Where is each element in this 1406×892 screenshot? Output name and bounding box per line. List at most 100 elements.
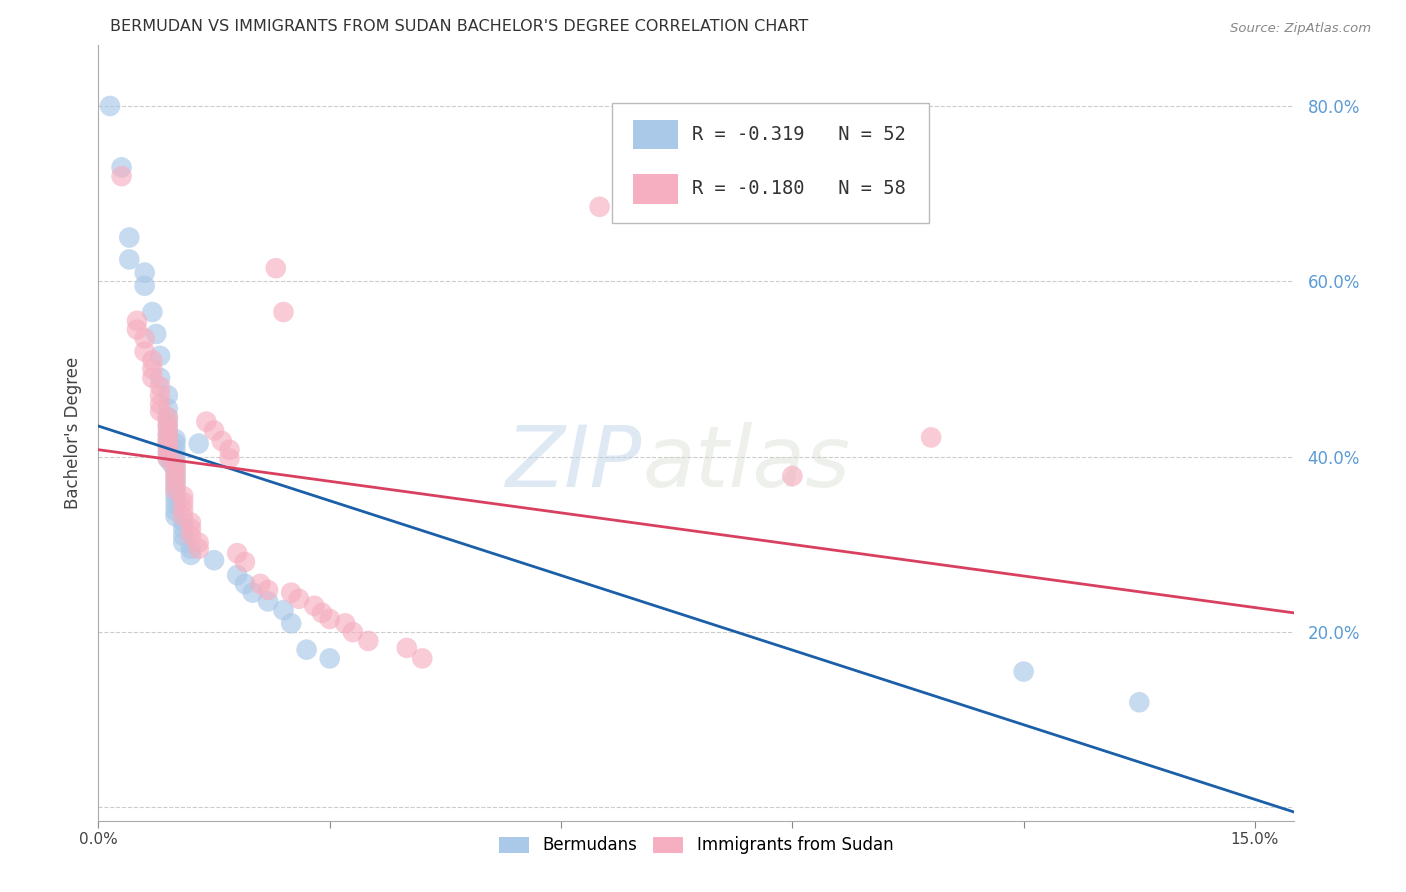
Point [233, 577, 256, 591]
Point [588, 200, 610, 214]
Point [249, 577, 271, 591]
Point [172, 509, 194, 524]
Point [149, 404, 172, 418]
Point [211, 434, 233, 448]
Point [125, 322, 148, 336]
Point [782, 469, 804, 483]
Bar [633, 120, 678, 149]
Point [319, 651, 342, 665]
Point [149, 379, 172, 393]
Point [180, 548, 202, 562]
Point [357, 633, 380, 648]
Point [304, 599, 326, 613]
Text: ZIP: ZIP [506, 422, 643, 505]
Point [288, 591, 311, 606]
Point [280, 585, 302, 599]
Point [149, 388, 172, 402]
Point [118, 252, 141, 267]
Point [134, 266, 156, 280]
Point [226, 568, 249, 582]
Point [156, 388, 179, 402]
Point [172, 502, 194, 516]
Point [187, 541, 209, 556]
Point [311, 606, 333, 620]
Point [172, 535, 194, 549]
Point [280, 616, 302, 631]
Point [257, 582, 280, 597]
Point [172, 489, 194, 503]
Point [110, 169, 132, 183]
Point [165, 504, 187, 518]
Point [180, 541, 202, 556]
Point [1012, 665, 1035, 679]
Point [187, 535, 209, 549]
Legend: Bermudans, Immigrants from Sudan: Bermudans, Immigrants from Sudan [491, 828, 901, 863]
Point [202, 553, 225, 567]
Point [156, 439, 179, 453]
Point [342, 625, 364, 640]
Text: R = -0.319   N = 52: R = -0.319 N = 52 [692, 125, 905, 145]
Point [141, 305, 163, 319]
Point [160, 457, 183, 471]
Point [165, 476, 187, 491]
Point [172, 516, 194, 530]
Point [226, 546, 249, 560]
Point [156, 427, 179, 442]
Point [165, 463, 187, 477]
Point [134, 331, 156, 345]
Point [242, 585, 264, 599]
Point [156, 419, 179, 434]
Point [125, 314, 148, 328]
Point [156, 434, 179, 448]
Point [156, 410, 179, 425]
Point [180, 529, 202, 543]
Point [156, 445, 179, 459]
Point [134, 278, 156, 293]
Point [156, 439, 179, 453]
Point [165, 491, 187, 506]
Point [149, 397, 172, 411]
Text: BERMUDAN VS IMMIGRANTS FROM SUDAN BACHELOR'S DEGREE CORRELATION CHART: BERMUDAN VS IMMIGRANTS FROM SUDAN BACHEL… [111, 19, 808, 34]
Point [165, 432, 187, 446]
Y-axis label: Bachelor's Degree: Bachelor's Degree [65, 357, 83, 508]
Point [165, 436, 187, 450]
Point [395, 640, 418, 655]
Point [156, 445, 179, 459]
Point [141, 362, 163, 376]
Point [165, 498, 187, 512]
Point [165, 463, 187, 477]
Point [141, 371, 163, 385]
Point [333, 616, 356, 631]
Point [156, 417, 179, 431]
Point [156, 410, 179, 425]
Point [149, 349, 172, 363]
Point [165, 469, 187, 483]
Point [145, 326, 167, 341]
Point [134, 344, 156, 359]
Point [273, 305, 295, 319]
Point [180, 516, 202, 530]
Point [110, 161, 132, 175]
Text: R = -0.180   N = 58: R = -0.180 N = 58 [692, 179, 905, 198]
Point [118, 230, 141, 244]
Point [172, 529, 194, 543]
Point [172, 495, 194, 509]
Point [218, 451, 240, 466]
Point [156, 401, 179, 416]
Point [180, 522, 202, 536]
Point [156, 451, 179, 466]
Point [165, 457, 187, 471]
Point [202, 424, 225, 438]
Point [165, 469, 187, 483]
Point [98, 99, 121, 113]
Point [156, 451, 179, 466]
Point [295, 642, 318, 657]
Point [141, 353, 163, 368]
Point [195, 415, 218, 429]
Point [165, 456, 187, 470]
Point [187, 436, 209, 450]
Point [156, 434, 179, 448]
FancyBboxPatch shape [613, 103, 929, 223]
Point [156, 427, 179, 442]
Point [218, 442, 240, 457]
